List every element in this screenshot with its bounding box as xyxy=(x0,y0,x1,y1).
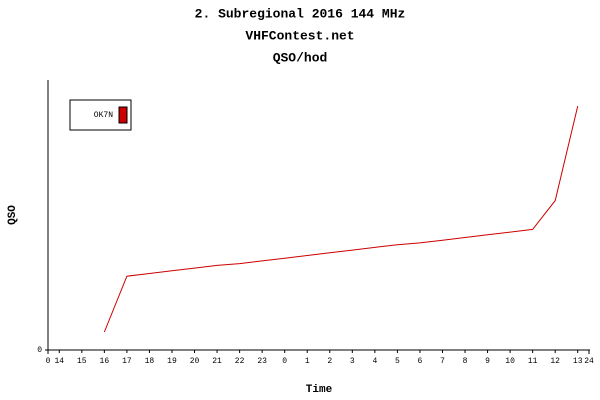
x-category-label: 1 xyxy=(305,357,310,366)
x-category-label: 18 xyxy=(145,357,155,366)
chart-title: 2. Subregional 2016 144 MHz xyxy=(195,6,406,21)
chart-subtitle: QSO/hod xyxy=(273,50,328,65)
x-category-label: 0 xyxy=(282,357,287,366)
x-category-label: 12 xyxy=(550,357,560,366)
y-tick-label: 0 xyxy=(37,346,42,355)
x-category-label: 17 xyxy=(122,357,132,366)
x-category-label: 13 xyxy=(573,357,583,366)
x-tick-label: 0 xyxy=(46,357,51,366)
x-category-label: 22 xyxy=(235,357,245,366)
legend-label: OK7N xyxy=(94,111,113,120)
x-tick-label: 24 xyxy=(584,357,594,366)
y-axis-label: QSO xyxy=(7,205,19,225)
x-category-label: 14 xyxy=(54,357,64,366)
legend-swatch xyxy=(118,106,128,124)
x-category-label: 11 xyxy=(528,357,538,366)
x-category-label: 3 xyxy=(350,357,355,366)
x-category-label: 2 xyxy=(327,357,332,366)
x-category-label: 6 xyxy=(418,357,423,366)
series-line xyxy=(103,105,579,333)
x-category-label: 21 xyxy=(212,357,222,366)
x-category-label: 8 xyxy=(463,357,468,366)
x-category-label: 10 xyxy=(505,357,515,366)
chart-subtitle: VHFContest.net xyxy=(245,28,354,43)
x-category-label: 19 xyxy=(167,357,177,366)
x-category-label: 5 xyxy=(395,357,400,366)
x-category-label: 4 xyxy=(372,357,377,366)
x-category-label: 20 xyxy=(190,357,200,366)
x-category-label: 23 xyxy=(257,357,267,366)
x-category-label: 15 xyxy=(77,357,87,366)
x-category-label: 9 xyxy=(485,357,490,366)
x-axis-label: Time xyxy=(306,384,333,396)
x-category-label: 7 xyxy=(440,357,445,366)
x-category-label: 16 xyxy=(100,357,110,366)
